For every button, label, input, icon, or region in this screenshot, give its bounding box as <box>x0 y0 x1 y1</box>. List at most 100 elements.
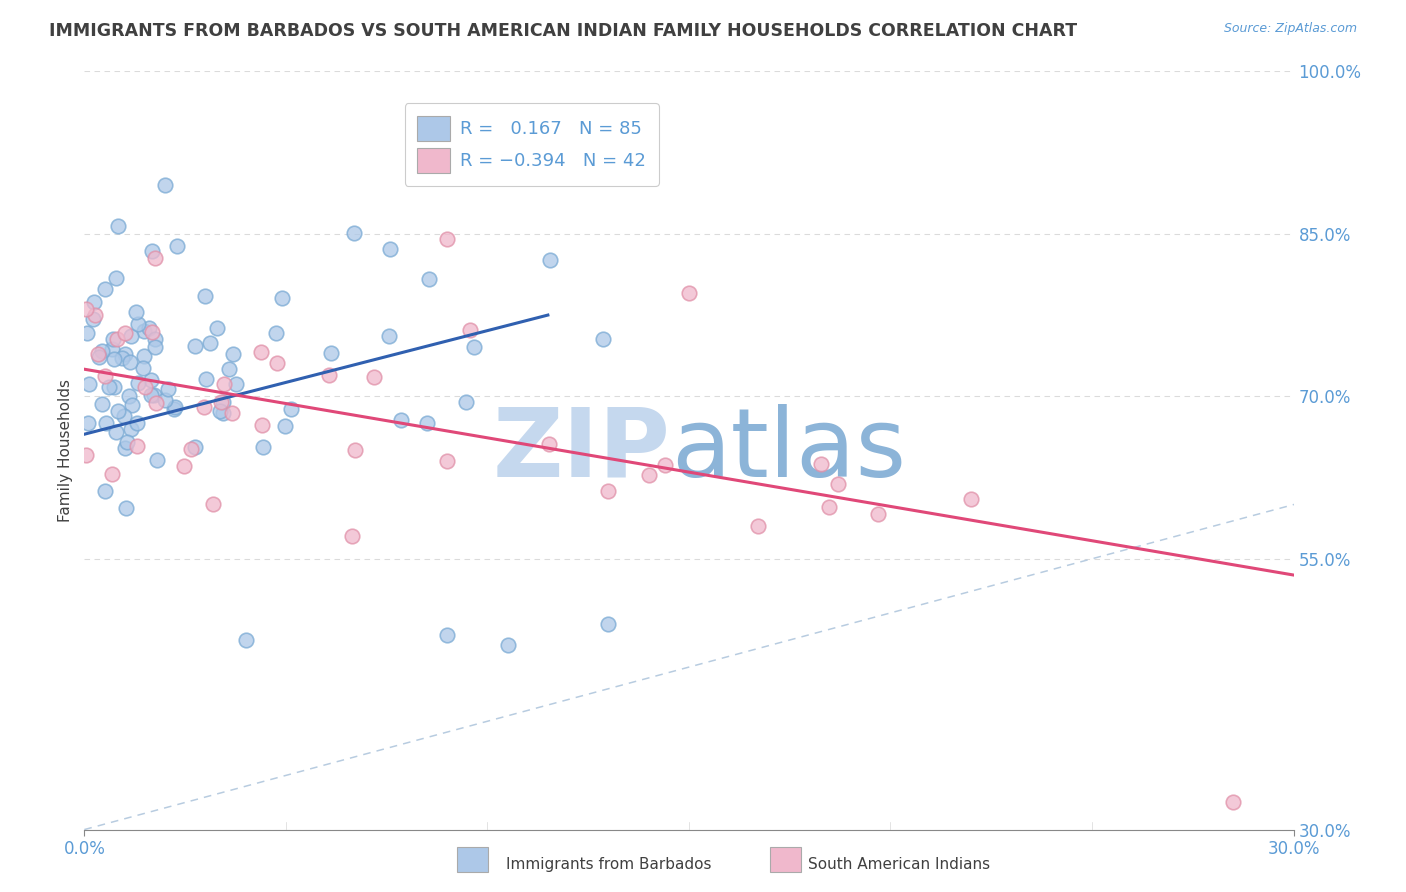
Point <box>221 406 243 420</box>
Point <box>193 289 215 303</box>
Point <box>166 238 188 252</box>
Point <box>321 346 343 360</box>
Point <box>82 312 104 326</box>
Point <box>143 340 166 354</box>
Point <box>180 442 202 456</box>
Point <box>274 418 297 433</box>
Point <box>146 453 169 467</box>
Point <box>436 627 458 641</box>
Point <box>121 398 143 412</box>
Point <box>132 361 155 376</box>
Point <box>456 395 478 409</box>
Point <box>225 376 247 391</box>
Point <box>127 317 149 331</box>
Point <box>592 332 614 346</box>
Point <box>250 418 273 433</box>
Text: IMMIGRANTS FROM BARBADOS VS SOUTH AMERICAN INDIAN FAMILY HOUSEHOLDS CORRELATION : IMMIGRANTS FROM BARBADOS VS SOUTH AMERIC… <box>49 22 1077 40</box>
Point <box>205 321 228 335</box>
Point <box>418 272 440 286</box>
Point <box>598 616 620 631</box>
Point <box>120 329 142 343</box>
Point <box>91 397 114 411</box>
Point <box>960 492 983 507</box>
Point <box>120 422 142 436</box>
Legend: R =   0.167   N = 85, R = −0.394   N = 42: R = 0.167 N = 85, R = −0.394 N = 42 <box>405 103 659 186</box>
Point <box>827 477 849 491</box>
Point <box>145 395 167 409</box>
Point <box>342 529 364 543</box>
Point <box>211 395 233 409</box>
Point <box>112 409 135 423</box>
Point <box>143 332 166 346</box>
Point <box>143 251 166 265</box>
Point <box>415 417 437 431</box>
Point <box>100 467 122 481</box>
Point <box>125 304 148 318</box>
Point <box>810 457 832 471</box>
Point <box>77 376 100 391</box>
Point <box>436 453 458 467</box>
Point <box>342 226 364 240</box>
Point <box>344 442 367 457</box>
Point <box>107 219 129 234</box>
Point <box>134 324 156 338</box>
Point <box>183 339 205 353</box>
Point <box>363 369 385 384</box>
Point <box>77 416 100 430</box>
Point <box>111 351 134 365</box>
Point <box>538 437 561 451</box>
Point <box>201 498 224 512</box>
Point <box>139 388 162 402</box>
Point <box>208 403 231 417</box>
Point <box>101 342 124 356</box>
Point <box>75 449 97 463</box>
Point <box>747 518 769 533</box>
Point <box>141 244 163 259</box>
Point <box>141 373 163 387</box>
Point <box>101 333 124 347</box>
Point <box>211 405 233 419</box>
Point <box>165 400 187 414</box>
Point <box>538 252 561 267</box>
Point <box>127 376 149 390</box>
Point <box>163 402 186 417</box>
Point <box>94 484 117 499</box>
Point <box>118 389 141 403</box>
Point <box>678 286 700 301</box>
Point <box>184 441 207 455</box>
Point <box>1222 796 1244 810</box>
Point <box>134 380 156 394</box>
Point <box>141 325 163 339</box>
Point <box>212 376 235 391</box>
Point <box>252 440 274 454</box>
Point <box>103 352 125 367</box>
Text: Immigrants from Barbados: Immigrants from Barbados <box>506 857 711 872</box>
Point <box>114 442 136 456</box>
Point <box>378 242 401 256</box>
Point <box>866 508 889 522</box>
Point <box>103 380 125 394</box>
Point <box>94 416 117 430</box>
Text: Source: ZipAtlas.com: Source: ZipAtlas.com <box>1223 22 1357 36</box>
Point <box>654 458 676 472</box>
Point <box>235 632 257 647</box>
Point <box>527 122 550 136</box>
Point <box>87 347 110 361</box>
Point <box>153 178 176 192</box>
Point <box>195 372 218 386</box>
Point <box>458 323 481 337</box>
Text: atlas: atlas <box>671 404 905 497</box>
Point <box>89 350 111 364</box>
Point <box>115 500 138 515</box>
Point <box>83 294 105 309</box>
Point <box>114 347 136 361</box>
Point <box>155 393 177 408</box>
Point <box>93 368 115 383</box>
Point <box>91 343 114 358</box>
Point <box>463 340 485 354</box>
Point <box>266 356 288 370</box>
Point <box>496 639 519 653</box>
Point <box>127 439 149 453</box>
Text: South American Indians: South American Indians <box>808 857 991 872</box>
Point <box>817 500 839 514</box>
